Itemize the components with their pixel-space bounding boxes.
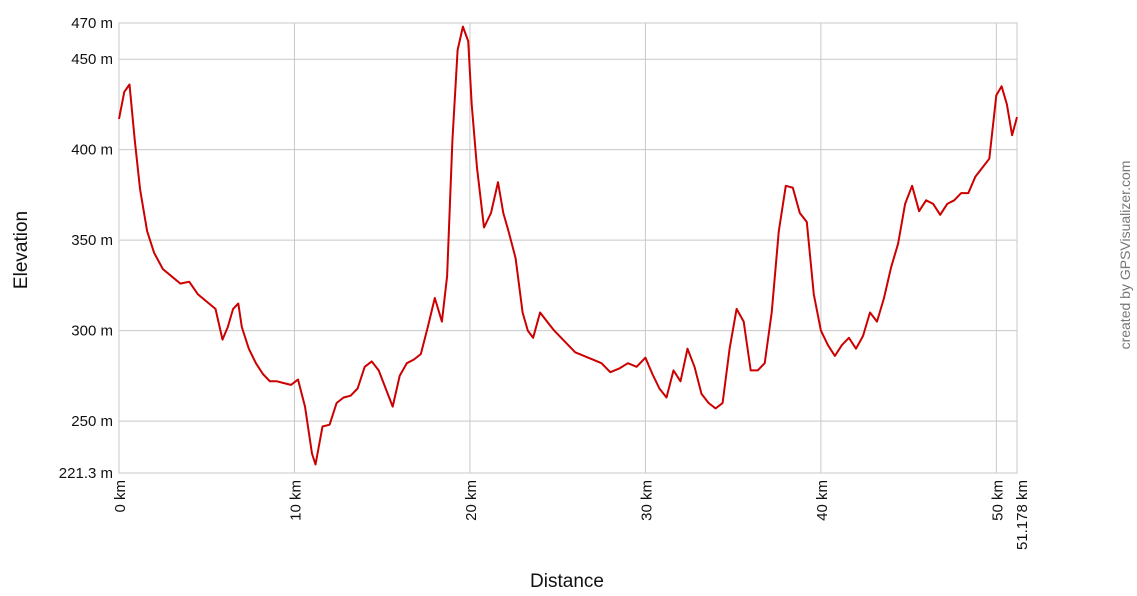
y-tick-labels: 221.3 m 250 m 300 m 350 m 400 m 450 m 470 m — [59, 15, 113, 482]
y-tick-label: 350 m — [71, 232, 113, 249]
y-tick-label: 450 m — [71, 51, 113, 68]
y-tick-label: 221.3 m — [59, 465, 113, 482]
x-tick-label: 20 km — [463, 480, 480, 521]
y-tick-label: 300 m — [71, 323, 113, 340]
credit-text: created by GPSVisualizer.com — [1117, 161, 1133, 350]
y-axis-title: Elevation — [11, 211, 32, 289]
x-tick-label: 10 km — [287, 480, 304, 521]
y-tick-label: 400 m — [71, 142, 113, 159]
y-tick-label: 250 m — [71, 413, 113, 430]
x-tick-label: 50 km — [989, 480, 1006, 521]
elevation-line — [118, 25, 1018, 466]
x-tick-label: 40 km — [814, 480, 831, 521]
x-tick-label: 0 km — [112, 480, 129, 513]
y-tick-label: 470 m — [71, 15, 113, 32]
plot-area — [118, 22, 1018, 474]
grid — [118, 22, 1018, 474]
x-tick-label: 30 km — [638, 480, 655, 521]
x-axis-title: Distance — [530, 571, 604, 592]
x-tick-labels: 0 km 10 km 20 km 30 km 40 km 50 km 51.178 km — [112, 480, 1031, 550]
x-tick-label: 51.178 km — [1014, 480, 1031, 550]
